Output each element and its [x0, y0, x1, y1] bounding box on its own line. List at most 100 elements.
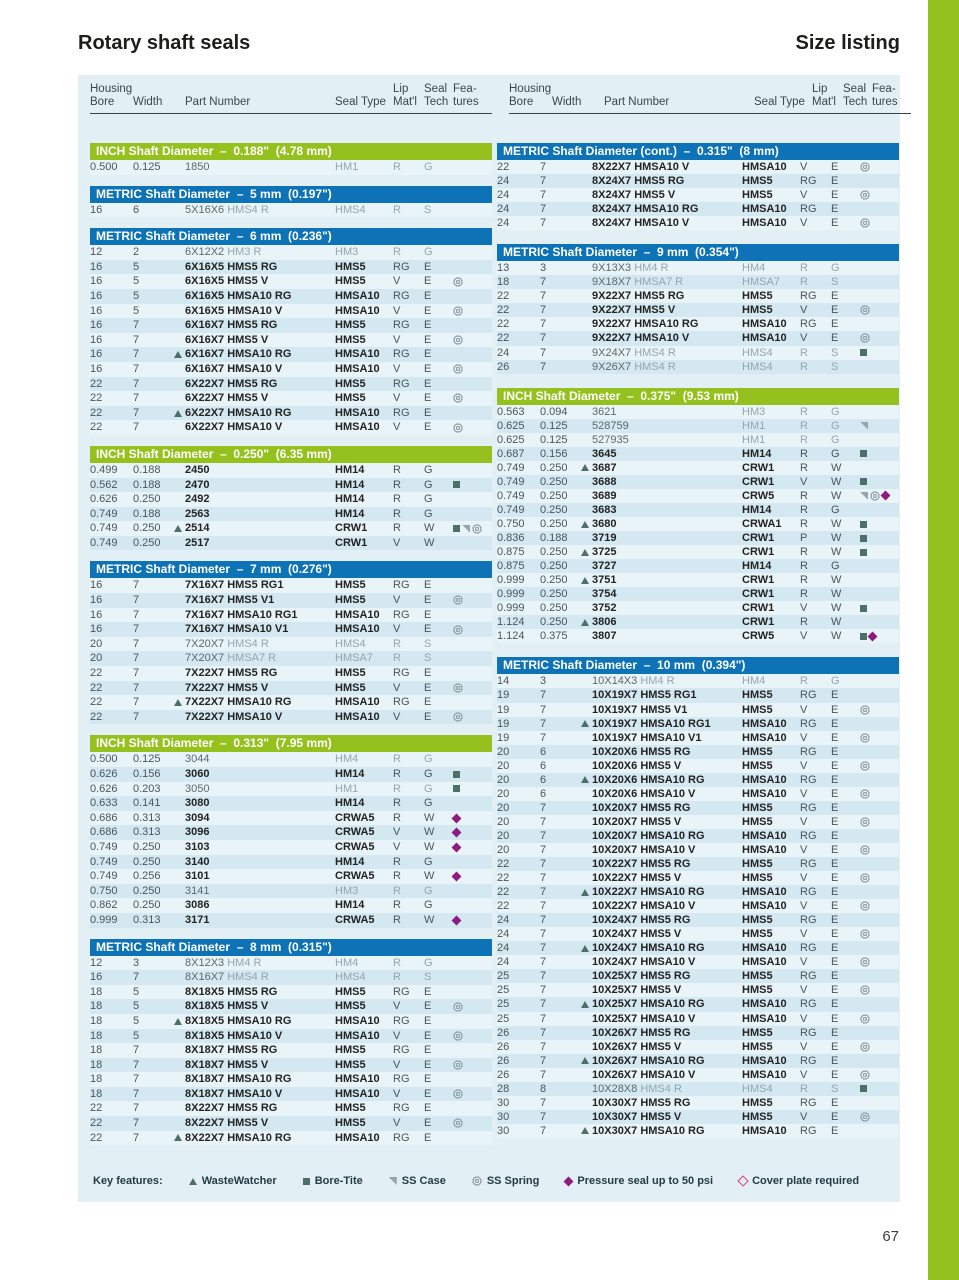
seal-type-cell: HMSA10 [335, 1014, 380, 1027]
page-header: Rotary shaft seals Size listing [78, 32, 900, 55]
col-header-housing-bore: Housing Bore [509, 83, 552, 108]
housing-bore-cell: 22 [497, 872, 510, 885]
width-cell: 7 [133, 579, 140, 592]
housing-bore-cell: 0.749 [90, 507, 118, 520]
part-number: 7X22X7 HMSA10 RG [185, 696, 292, 709]
page-edge-bar [928, 0, 959, 1280]
lip-material-cell: R [393, 797, 401, 810]
part-number: 3727 [592, 560, 617, 573]
wastewatcher-icon [581, 618, 589, 626]
lip-material-cell: R [800, 346, 808, 359]
part-number-cell: 3688 [581, 475, 742, 489]
seal-tech-cell: E [831, 161, 839, 173]
lip-material-cell: V [393, 710, 401, 723]
seal-tech-cell: E [831, 731, 839, 744]
features-cell [860, 731, 899, 745]
lip-material-cell: RG [800, 1124, 817, 1137]
seal-tech-cell: E [831, 956, 839, 969]
ss-spring-icon [453, 682, 463, 693]
part-number-cell: 10X22X7 HMS5 V [581, 871, 742, 885]
features-cell [453, 274, 492, 289]
legend-item-label: SS Spring [486, 1175, 540, 1187]
seal-type-cell: HMSA10 [335, 1131, 380, 1144]
wastewatcher-marker-slot [581, 520, 592, 528]
table-row: 22 7 6X22X7 HMSA10 V HMSA10 V E [90, 420, 492, 435]
width-cell: 0.250 [540, 588, 568, 601]
part-number-cell: 6X16X5 HMSA10 RG [174, 289, 335, 304]
table-row: 20 7 10X20X7 HMSA10 RG HMSA10 RG E [497, 828, 899, 843]
features-cell [860, 615, 899, 629]
part-number: 3806 [592, 616, 617, 629]
seal-tech-cell: W [424, 913, 435, 926]
lip-material-cell: RG [800, 801, 817, 814]
seal-type-cell: CRW1 [742, 616, 775, 629]
lip-material-cell: R [393, 855, 401, 868]
part-number: 8X12X3 [185, 956, 225, 969]
lip-material-cell: V [800, 189, 808, 202]
table-row: 0.500 0.125 3044 HM4 R G [90, 752, 492, 767]
seal-type-cell: CRWA5 [335, 811, 375, 824]
bore-tite-icon [860, 604, 867, 612]
part-number: 3060 [185, 768, 210, 780]
seal-tech-cell: E [831, 1012, 839, 1025]
ss-spring-icon [471, 1176, 482, 1186]
part-number: 6X16X5 HMSA10 V [185, 304, 283, 317]
seal-type-cell: HMSA10 [335, 304, 380, 317]
seal-type-cell: CRW1 [742, 532, 775, 545]
features-cell [453, 507, 492, 522]
wastewatcher-icon [581, 1001, 589, 1008]
table-row: 16 6 5X16X6 HMS4 R HMS4 R S [90, 202, 492, 218]
table-row: 0.626 0.156 3060 HM14 R G [90, 767, 492, 782]
part-number-cell: 10X25X7 HMSA10 RG [581, 997, 742, 1011]
table-row: 0.749 0.250 2514 CRW1 R W [90, 521, 492, 536]
part-number: 3103 [185, 840, 210, 853]
part-number-cell: 6X22X7 HMSA10 V [174, 420, 335, 435]
col-header-features: Fea-tures [872, 83, 898, 108]
lip-material-cell: RG [800, 1096, 817, 1109]
part-number-cell: 3044 [174, 752, 335, 767]
width-cell: 5 [133, 289, 140, 302]
seal-tech-cell: G [424, 753, 433, 766]
part-number-cell: 3050 [174, 782, 335, 797]
part-number: 10X30X7 HMSA10 RG [592, 1124, 705, 1137]
part-number-cell: 10X25X7 HMS5 RG [581, 969, 742, 983]
seal-type-cell: HMS5 [742, 872, 773, 885]
part-number-suffix: HMS4 R [631, 346, 676, 359]
width-cell: 7 [133, 1131, 140, 1144]
section-title: METRIC Shaft Diameter – 7 mm (0.276") [90, 561, 492, 579]
seal-type-cell: HMS5 [742, 970, 773, 983]
seal-tech-cell: E [831, 304, 839, 317]
part-number: 10X20X6 HMS5 RG [592, 745, 691, 758]
width-cell: 7 [540, 843, 547, 856]
part-number: 2563 [185, 507, 210, 520]
seal-type-cell: HM3 [742, 405, 766, 418]
lip-material-cell: R [393, 203, 401, 216]
lip-material-cell: R [800, 675, 808, 688]
features-cell [860, 674, 899, 688]
seal-type-cell: HMSA10 [742, 1054, 787, 1067]
width-cell: 5 [133, 260, 140, 273]
width-cell: 0.188 [133, 507, 161, 520]
seal-tech-cell: E [424, 260, 432, 273]
part-number-cell: 10X24X7 HMS5 V [581, 927, 742, 941]
width-cell: 0.156 [133, 768, 161, 780]
part-number-suffix: HMS4 R [224, 203, 269, 216]
ss-spring-icon [453, 1118, 463, 1129]
part-number-cell: 3687 [581, 461, 742, 475]
features-cell [860, 587, 899, 601]
features-cell [860, 759, 899, 773]
seal-type-cell: HMS4 [335, 203, 366, 216]
seal-type-cell: HM14 [335, 493, 365, 506]
part-number: 3752 [592, 602, 617, 615]
features-cell [860, 1096, 899, 1110]
housing-bore-cell: 25 [497, 1012, 510, 1025]
features-cell [860, 955, 899, 969]
part-number-cell: 6X16X7 HMS5 RG [174, 318, 335, 333]
seal-tech-cell: E [831, 801, 839, 814]
part-number-cell: 10X14X3 HM4 R [581, 674, 742, 688]
bore-tite-icon [860, 349, 867, 357]
seal-tech-cell: E [831, 689, 839, 702]
housing-bore-cell: 26 [497, 360, 510, 373]
seal-tech-cell: W [424, 522, 435, 535]
width-cell: 7 [540, 872, 547, 885]
